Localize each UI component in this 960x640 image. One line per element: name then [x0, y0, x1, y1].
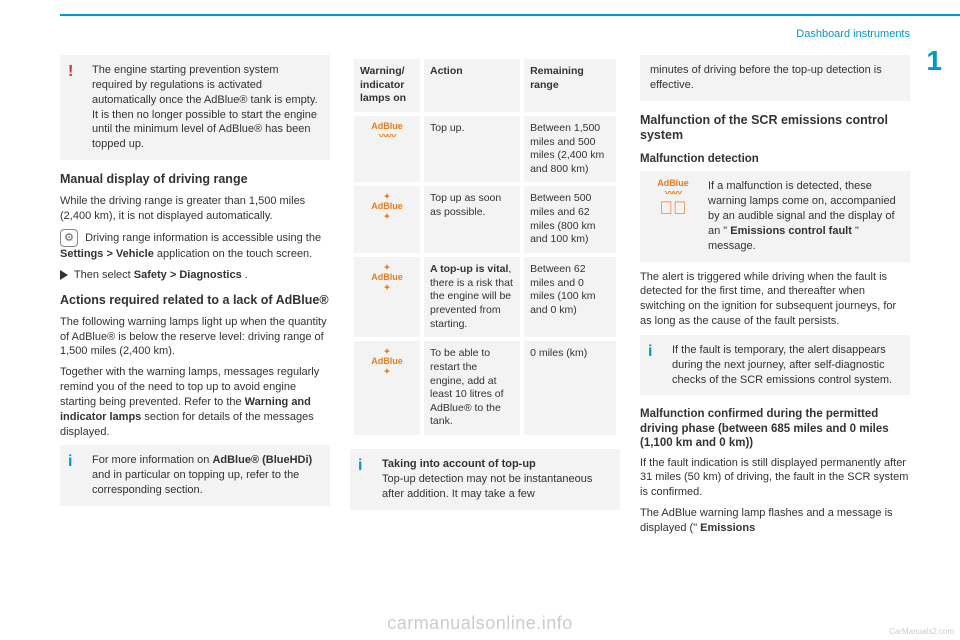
table-row: ✦AdBlue✦ To be able to restart the engin…	[352, 339, 618, 437]
gear-text-b: application on the touch screen.	[157, 248, 312, 260]
adblue-burst-icon: ✦AdBlue✦	[360, 347, 414, 377]
page-columns: ! The engine starting prevention system …	[60, 55, 910, 600]
action-cell: A top-up is vital, there is a risk that …	[422, 255, 522, 339]
malf-lamp-col: AdBlue〰〰 ⚙⃝	[648, 179, 698, 217]
heading-manual-range: Manual display of driving range	[60, 172, 330, 188]
actions-p1: The following warning lamps light up whe…	[60, 315, 330, 360]
lamp-cell: AdBlue〰〰	[352, 114, 422, 185]
continuation-text: minutes of driving before the top-up det…	[650, 64, 882, 91]
th-range: Remaining range	[522, 57, 618, 114]
corner-credit: CarManuals2.com	[889, 627, 954, 636]
range-cell: Between 500 miles and 62 miles (800 km a…	[522, 184, 618, 255]
then-b: .	[245, 269, 248, 281]
table-row: ✦AdBlue✦ Top up as soon as possible. Bet…	[352, 184, 618, 255]
gear-text-a: Driving range information is accessible …	[85, 232, 321, 244]
info-box-topup: i Taking into account of top-up Top-up d…	[350, 449, 620, 510]
table-row: AdBlue〰〰 Top up. Between 1,500 miles and…	[352, 114, 618, 185]
info-b: and in particular on topping up, refer t…	[92, 469, 299, 496]
range-cell: Between 1,500 miles and 500 miles (2,400…	[522, 114, 618, 185]
engine-icon: ⚙⃝	[648, 199, 698, 217]
then-select: Then select Safety > Diagnostics .	[60, 268, 330, 283]
manual-range-text: While the driving range is greater than …	[60, 194, 330, 224]
section-name: Dashboard instruments	[796, 28, 910, 40]
column-3: minutes of driving before the top-up det…	[640, 55, 910, 600]
info-box-temp: i If the fault is temporary, the alert d…	[640, 335, 910, 396]
action-cell: Top up.	[422, 114, 522, 185]
actions-p2: Together with the warning lamps, message…	[60, 365, 330, 439]
heading-confirmed: Malfunction confirmed during the permitt…	[640, 407, 910, 450]
warning-text: The engine starting prevention system re…	[92, 64, 318, 150]
warning-box: ! The engine starting prevention system …	[60, 55, 330, 160]
gear-text-bold: Settings > Vehicle	[60, 248, 154, 260]
column-1: ! The engine starting prevention system …	[60, 55, 330, 600]
continuation-box: minutes of driving before the top-up det…	[640, 55, 910, 101]
triangle-icon	[60, 270, 68, 280]
column-2: Warning/ indicator lamps on Action Remai…	[350, 55, 620, 600]
lamp-cell: ✦AdBlue✦	[352, 255, 422, 339]
malfunction-lamp-box: AdBlue〰〰 ⚙⃝ If a malfunction is detected…	[640, 171, 910, 261]
topup-body: Top-up detection may not be instantaneou…	[382, 473, 592, 500]
info-box-adblue: i For more information on AdBlue® (BlueH…	[60, 445, 330, 506]
conf-b1: The AdBlue warning lamp flashes and a me…	[640, 507, 893, 534]
info-icon: i	[358, 455, 362, 477]
heading-malfunction: Malfunction of the SCR emissions control…	[640, 113, 910, 144]
watermark: carmanualsonline.info	[0, 613, 960, 634]
malf-bold: Emissions control fault	[730, 225, 852, 237]
action-cell: To be able to restart the engine, add at…	[422, 339, 522, 437]
topup-title: Taking into account of top-up	[382, 458, 536, 470]
heading-actions: Actions required related to a lack of Ad…	[60, 293, 330, 309]
range-cell: Between 62 miles and 0 miles (100 km and…	[522, 255, 618, 339]
lamp-cell: ✦AdBlue✦	[352, 184, 422, 255]
malf-text: If a malfunction is detected, these warn…	[708, 179, 902, 253]
confirmed-p2: The AdBlue warning lamp flashes and a me…	[640, 506, 910, 536]
conf-bold: Emissions	[700, 522, 755, 534]
alert-paragraph: The alert is triggered while driving whe…	[640, 270, 910, 329]
lamp-cell: ✦AdBlue✦	[352, 339, 422, 437]
temp-text: If the fault is temporary, the alert dis…	[672, 344, 892, 386]
adblue-icon: AdBlue〰〰	[648, 179, 698, 199]
then-bold: Safety > Diagnostics	[134, 269, 242, 281]
action-bold: A top-up is vital	[430, 263, 508, 275]
table-row: ✦AdBlue✦ A top-up is vital, there is a r…	[352, 255, 618, 339]
heading-detection: Malfunction detection	[640, 152, 910, 166]
th-lamps: Warning/ indicator lamps on	[352, 57, 422, 114]
gear-paragraph: ⚙ Driving range information is accessibl…	[60, 229, 330, 262]
info-bold: AdBlue® (BlueHDi)	[212, 454, 312, 466]
adblue-burst-icon: ✦AdBlue✦	[360, 192, 414, 222]
info-icon: i	[648, 341, 652, 363]
info-a: For more information on	[92, 454, 212, 466]
range-cell: 0 miles (km)	[522, 339, 618, 437]
top-accent-bar	[60, 14, 960, 16]
then-a: Then select	[74, 269, 134, 281]
warning-table: Warning/ indicator lamps on Action Remai…	[350, 55, 620, 439]
table-header-row: Warning/ indicator lamps on Action Remai…	[352, 57, 618, 114]
chapter-number: 1	[926, 45, 942, 77]
exclamation-icon: !	[68, 61, 73, 83]
info-icon: i	[68, 451, 72, 473]
confirmed-p1: If the fault indication is still display…	[640, 456, 910, 501]
adblue-icon: AdBlue〰〰	[360, 122, 414, 142]
th-action: Action	[422, 57, 522, 114]
gear-icon: ⚙	[60, 229, 78, 247]
action-cell: Top up as soon as possible.	[422, 184, 522, 255]
adblue-burst-icon: ✦AdBlue✦	[360, 263, 414, 293]
